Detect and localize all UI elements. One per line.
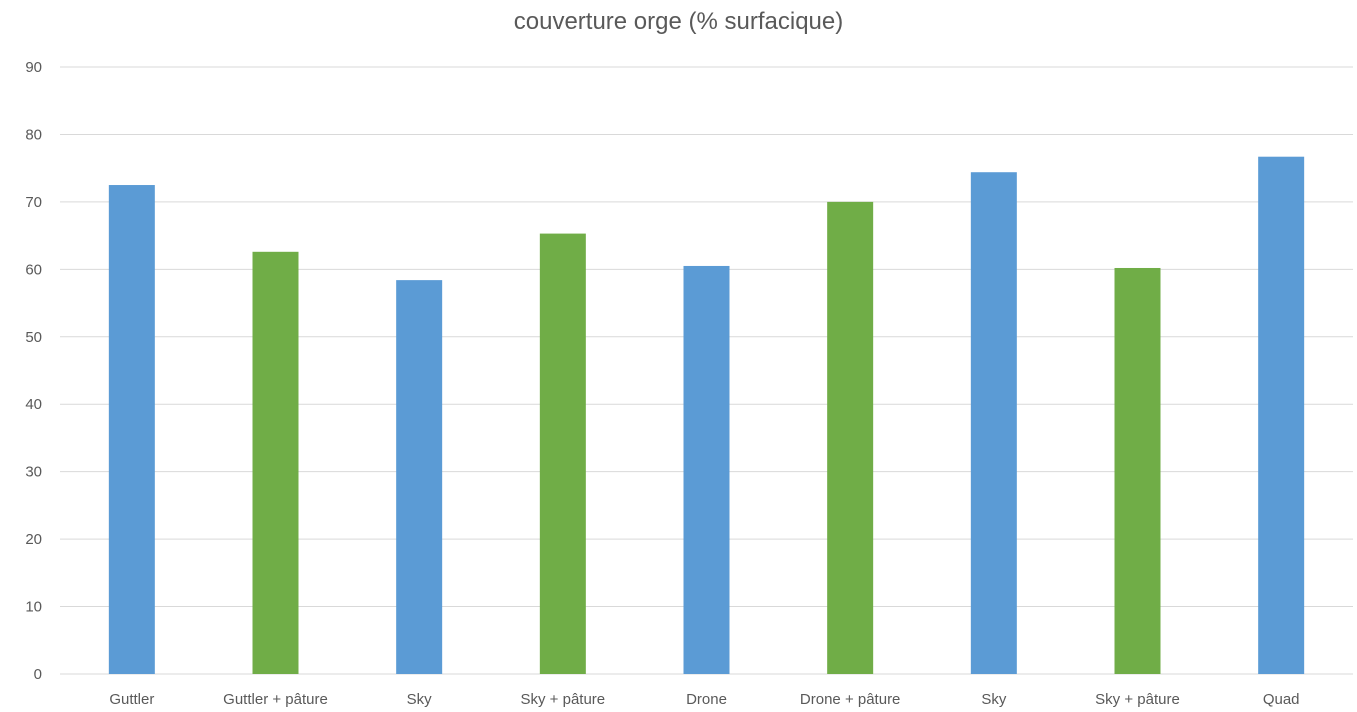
y-tick-label: 60 <box>25 261 42 278</box>
y-tick-label: 30 <box>25 464 42 481</box>
bar <box>539 233 586 675</box>
y-tick-label: 80 <box>25 126 42 143</box>
bar <box>1258 156 1305 674</box>
x-axis-labels: Guttler Guttler + pâture Sky Sky + pâture Dr… <box>109 691 1299 708</box>
bar <box>827 201 874 674</box>
x-category-label: Sky <box>407 691 433 708</box>
bar <box>252 251 299 674</box>
x-category-label: Quad <box>1263 691 1300 708</box>
y-tick-label: 20 <box>25 531 42 548</box>
bar <box>108 185 155 674</box>
x-category-label: Sky + pâture <box>521 691 606 708</box>
x-category-label: Guttler <box>109 691 154 708</box>
chart-title: couverture orge (% surfacique) <box>513 8 844 35</box>
y-tick-label: 10 <box>25 599 42 616</box>
x-category-label: Sky <box>981 691 1007 708</box>
y-tick-label: 50 <box>25 329 42 346</box>
y-tick-label: 0 <box>34 666 42 683</box>
y-tick-label: 40 <box>25 396 42 413</box>
y-axis-ticks: 0 10 20 30 40 50 60 70 80 90 <box>25 59 42 683</box>
x-category-label: Sky + pâture <box>1095 691 1180 708</box>
bar <box>970 172 1017 675</box>
bar <box>1114 267 1161 674</box>
bar <box>396 280 443 674</box>
y-tick-label: 90 <box>25 59 42 76</box>
bar <box>683 265 730 674</box>
x-category-label: Drone <box>686 691 727 708</box>
y-tick-label: 70 <box>25 194 42 211</box>
x-category-label: Guttler + pâture <box>223 691 328 708</box>
bars <box>108 156 1305 675</box>
x-category-label: Drone + pâture <box>800 691 900 708</box>
